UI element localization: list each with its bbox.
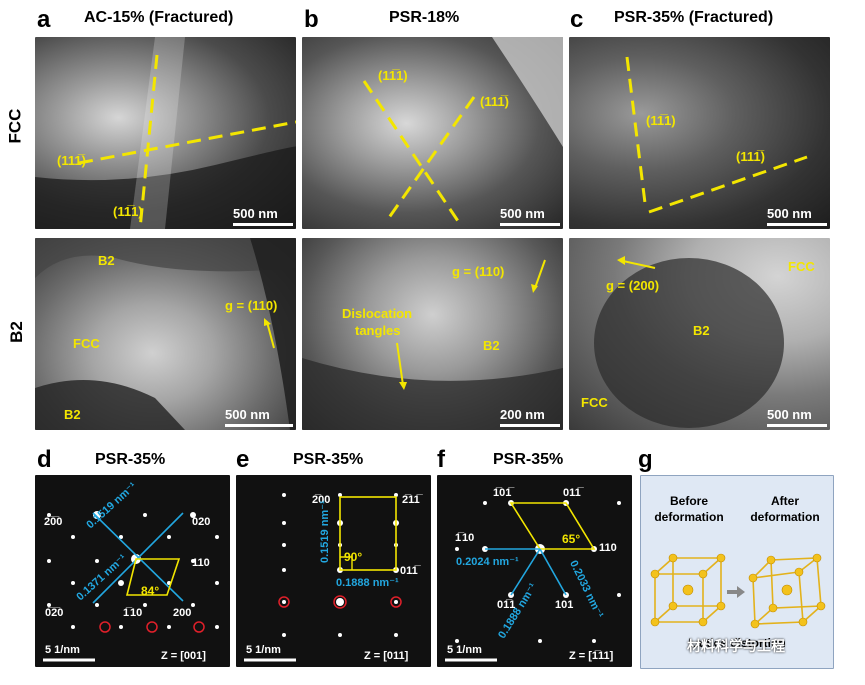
g-vector-b: g = (110) bbox=[452, 264, 505, 279]
scale-bar-a: 500 nm bbox=[233, 206, 278, 221]
spot-label-01bar1: 01̅1 bbox=[497, 599, 516, 611]
spot-label-200bar: 2̅0̅0 bbox=[44, 516, 63, 528]
panel-c-title: PSR-35% (Fractured) bbox=[614, 9, 774, 26]
tem-image-b-fcc: (11̅1) (111̅) 500 nm bbox=[302, 37, 563, 229]
panel-letter-d: d bbox=[37, 446, 52, 473]
dislocation-label-2: tangles bbox=[355, 323, 401, 338]
scale-bar-line-a bbox=[233, 223, 293, 226]
scale-bar-e: 5 1/nm bbox=[246, 644, 281, 656]
scale-bar-line-b bbox=[500, 223, 560, 226]
spot-label-110: 110 bbox=[599, 542, 617, 554]
diffraction-d: 2̅0̅0 020 110 0̅2̅0 1̅ 10 200 0.1519 nm⁻… bbox=[35, 475, 230, 667]
scale-bar-d: 5 1/nm bbox=[45, 644, 80, 656]
scale-bar-a2: 500 nm bbox=[225, 407, 270, 422]
label-after-1: After bbox=[770, 494, 799, 508]
row-label-b2: B2 bbox=[6, 321, 26, 343]
label-before-2: deformation bbox=[654, 510, 724, 524]
plane-label-b1: (11̅1) bbox=[378, 68, 408, 83]
scale-bar-f: 5 1/nm bbox=[447, 644, 482, 656]
spacing-label-e2: 0.1888 nm⁻¹ bbox=[336, 577, 399, 589]
panel-f-title: PSR-35% bbox=[493, 451, 564, 468]
spot-label-020: 020 bbox=[192, 516, 211, 528]
diffraction-e: 2̅00 2̅11̅ 011̅ 0.1519 nm⁻¹ 90° 0.1888 n… bbox=[236, 475, 431, 667]
label-b2-bottom: B2 bbox=[64, 407, 81, 422]
dislocation-label-1: Dislocation bbox=[342, 306, 413, 321]
tem-image-c-b2: g = (200) FCC B2 FCC 500 nm bbox=[569, 238, 830, 430]
spot-label-1bar01bar: 1̅01̅ bbox=[493, 487, 512, 499]
g-vector-a: g = (110) bbox=[225, 298, 278, 313]
spot-label-011bar: 011̅ bbox=[563, 487, 581, 499]
spot-label-101: 101 bbox=[555, 599, 574, 611]
spot-label-200: 200 bbox=[173, 607, 192, 619]
label-fcc-bottom: FCC bbox=[581, 395, 608, 410]
spot-label-1bar10: 1̅ 10 bbox=[455, 532, 475, 544]
label-after-2: deformation bbox=[750, 510, 820, 524]
tem-image-c-fcc: (11̅1) (111̅) 500 nm bbox=[569, 37, 830, 229]
label-b2-top: B2 bbox=[98, 253, 115, 268]
label-before-1: Before bbox=[669, 494, 708, 508]
plane-label-c2: (111̅) bbox=[736, 149, 765, 164]
plane-label-c1: (11̅1) bbox=[646, 113, 676, 128]
panel-d-title: PSR-35% bbox=[95, 451, 166, 468]
zone-axis-f: Z = [1̅11] bbox=[569, 650, 614, 662]
label-fcc-top: FCC bbox=[788, 259, 815, 274]
panel-e-title: PSR-35% bbox=[293, 451, 364, 468]
angle-label-d: 84° bbox=[141, 584, 160, 598]
scale-bar-line-c2 bbox=[767, 424, 827, 427]
angle-label-f: 65° bbox=[562, 532, 581, 546]
tem-image-a-b2: B2 FCC B2 g = (110) 500 nm bbox=[35, 238, 296, 430]
tem-image-a-fcc: (111̅) (11̅1) 500 nm bbox=[35, 37, 296, 229]
panel-letter-g: g bbox=[638, 446, 653, 473]
label-fcc: FCC bbox=[73, 336, 100, 351]
label-b2-b: B2 bbox=[483, 338, 500, 353]
panel-b-title: PSR-18% bbox=[389, 9, 460, 26]
spacing-label-e1: 0.1519 nm⁻¹ bbox=[319, 500, 331, 563]
diffraction-f: 1̅01̅ 011̅ 1̅ 10 110 01̅1 101 65° 0.2024… bbox=[437, 475, 632, 667]
panel-letter-c: c bbox=[570, 6, 584, 33]
panel-a-title: AC-15% (Fractured) bbox=[84, 9, 234, 26]
scale-bar-c: 500 nm bbox=[767, 206, 812, 221]
scale-bar-b: 500 nm bbox=[500, 206, 545, 221]
angle-label-e: 90° bbox=[344, 550, 363, 564]
plane-label-b2: (111̅) bbox=[480, 94, 509, 109]
label-b2-c: B2 bbox=[693, 323, 710, 338]
scale-bar-line-b2 bbox=[500, 424, 560, 427]
scale-bar-b2: 200 nm bbox=[500, 407, 545, 422]
spacing-label-f1: 0.2024 nm⁻¹ bbox=[456, 556, 519, 568]
panel-letter-f: f bbox=[437, 446, 445, 473]
zone-axis-d: Z = [001] bbox=[161, 650, 206, 662]
spot-label-020bar: 0̅2̅0 bbox=[45, 607, 64, 619]
scale-bar-c2: 500 nm bbox=[767, 407, 812, 422]
schematic-g: Before deformation After deformation bbox=[640, 475, 834, 669]
panel-letter-e: e bbox=[236, 446, 250, 473]
spot-label-110: 110 bbox=[192, 557, 210, 569]
panel-letter-a: a bbox=[37, 6, 51, 33]
spot-label-21bar1: 2̅11̅ bbox=[402, 494, 420, 506]
g-vector-c: g = (200) bbox=[606, 278, 660, 293]
row-label-fcc: FCC bbox=[5, 108, 25, 144]
caption-g: Lattice distortion bbox=[688, 636, 786, 650]
tem-image-b-b2: g = (110) Dislocation tangles B2 200 nm bbox=[302, 238, 563, 430]
scale-bar-line-a2 bbox=[225, 424, 293, 427]
scale-bar-line-c bbox=[767, 223, 827, 226]
panel-letter-b: b bbox=[304, 6, 319, 33]
zone-axis-e: Z = [011] bbox=[364, 650, 409, 662]
watermark: 材料科学与工程 bbox=[687, 638, 785, 654]
spot-label-1bar10: 1̅ 10 bbox=[123, 607, 143, 619]
plane-label-a2: (11̅1) bbox=[113, 204, 143, 219]
plane-label-a1: (111̅) bbox=[57, 153, 86, 168]
spot-label-011bar: 011̅ bbox=[400, 565, 418, 577]
spot-label-200bar: 2̅00 bbox=[312, 494, 331, 506]
